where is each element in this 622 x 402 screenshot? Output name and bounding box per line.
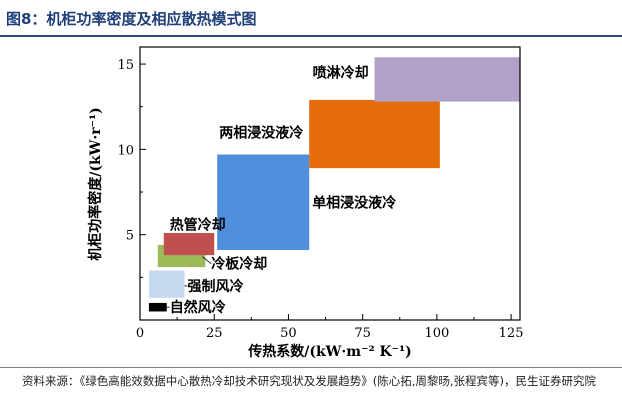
box-0 xyxy=(148,302,167,312)
box-3 xyxy=(163,232,215,256)
box-labels: 自然风冷 强制风冷 冷板冷却 热管冷却 单相浸没液冷 两相浸没液冷 喷淋冷却 xyxy=(166,65,396,316)
figure-title: 图8：机柜功率密度及相应散热模式图 xyxy=(6,10,257,28)
box-5 xyxy=(309,99,440,169)
box-label-6: 喷淋冷却 xyxy=(313,65,369,82)
x-axis-label: 传热系数/(kW·m⁻² K⁻¹) xyxy=(247,343,412,360)
plot-frame xyxy=(139,46,521,321)
x-tick-label-0: 0 xyxy=(136,326,144,341)
y-tick-label-2: 15 xyxy=(117,58,134,73)
box-label-3: 热管冷却 xyxy=(170,216,226,233)
box-6 xyxy=(374,57,520,102)
source-note: 资料来源：《绿色高能效数据中心散热冷却技术研究现状及发展趋势》(陈心拓,周黎旸,… xyxy=(22,374,597,388)
box-label-1: 强制风冷 xyxy=(188,278,244,295)
label-leader-2 xyxy=(202,256,212,265)
x-tick-label-3: 75 xyxy=(354,326,371,341)
box-4 xyxy=(217,154,310,251)
x-tick-label-4: 100 xyxy=(424,326,449,341)
box-label-4: 单相浸没液冷 xyxy=(312,194,396,211)
chart-boxes xyxy=(148,57,520,312)
y-tick-label-0: 5 xyxy=(126,229,134,244)
box-label-0: 自然风冷 xyxy=(170,299,226,316)
source-divider xyxy=(0,367,622,368)
chart: 0 25 50 75 100 125 5 10 15 自然风冷 强制风冷 冷板冷却 热管冷却 单相浸没液… xyxy=(87,46,524,360)
box-1 xyxy=(148,270,185,298)
x-tick-label-1: 25 xyxy=(206,326,223,341)
box-label-2: 冷板冷却 xyxy=(211,256,267,273)
x-tick-label-5: 125 xyxy=(499,326,524,341)
x-tick-label-2: 50 xyxy=(280,326,297,341)
title-divider xyxy=(0,35,622,37)
y-axis-label: 机柜功率密度/(kW·r⁻¹) xyxy=(87,107,104,261)
box-label-5: 两相浸没液冷 xyxy=(219,124,303,141)
y-tick-label-1: 10 xyxy=(117,143,134,158)
axis-ticks: 0 25 50 75 100 125 5 10 15 xyxy=(117,58,523,341)
